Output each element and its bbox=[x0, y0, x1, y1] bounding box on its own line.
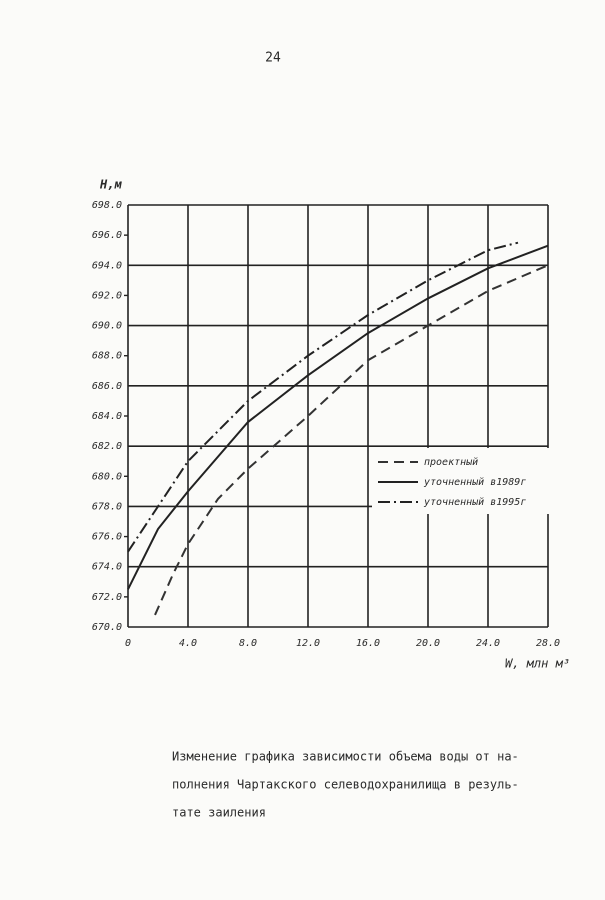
series-line bbox=[127, 241, 519, 553]
x-axis-label: W, млн м³ bbox=[505, 657, 570, 671]
caption-line: полнения Чартакского селеводохранилища в… bbox=[172, 778, 519, 792]
series-line bbox=[127, 244, 549, 590]
x-tick-label: 20.0 bbox=[416, 638, 440, 649]
y-tick-label: 698.0 bbox=[92, 200, 122, 211]
y-tick-label: 686.0 bbox=[92, 381, 122, 392]
legend-label: уточненный в1989г bbox=[423, 476, 526, 488]
page-number: 24 bbox=[265, 51, 281, 66]
y-tick-label: 670.0 bbox=[92, 622, 122, 633]
series-line bbox=[154, 264, 549, 616]
x-tick-label: 16.0 bbox=[356, 638, 380, 649]
legend-label: уточненный в1995г bbox=[423, 496, 526, 508]
x-tick-label: 0 bbox=[125, 638, 131, 649]
y-tick-label: 684.0 bbox=[92, 411, 122, 422]
y-tick-label: 696.0 bbox=[92, 230, 122, 241]
x-tick-label: 8.0 bbox=[239, 638, 257, 649]
caption-line: тате заиления bbox=[172, 806, 266, 820]
legend-label: проектный bbox=[424, 456, 478, 468]
y-tick-label: 676.0 bbox=[92, 532, 122, 543]
y-tick-label: 692.0 bbox=[92, 290, 122, 301]
x-tick-label: 4.0 bbox=[179, 638, 197, 649]
y-tick-label: 688.0 bbox=[92, 351, 122, 362]
y-axis-label: H,м bbox=[99, 178, 122, 192]
y-tick-label: 678.0 bbox=[92, 501, 122, 512]
y-tick-label: 690.0 bbox=[92, 321, 122, 332]
y-tick-label: 680.0 bbox=[92, 471, 122, 482]
y-tick-label: 682.0 bbox=[92, 441, 122, 452]
x-tick-label: 24.0 bbox=[476, 638, 500, 649]
x-tick-label: 28.0 bbox=[536, 638, 560, 649]
x-tick-label: 12.0 bbox=[296, 638, 320, 649]
y-tick-label: 694.0 bbox=[92, 260, 122, 271]
caption-line: Изменение графика зависимости объема вод… bbox=[172, 750, 519, 764]
y-tick-label: 672.0 bbox=[92, 592, 122, 603]
y-tick-label: 674.0 bbox=[92, 562, 122, 573]
